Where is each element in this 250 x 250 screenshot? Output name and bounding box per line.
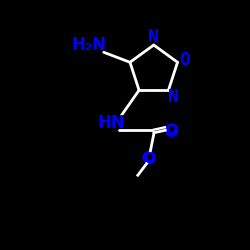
Text: H₂N: H₂N: [71, 36, 106, 54]
Text: HN: HN: [98, 114, 126, 132]
Text: N: N: [148, 28, 159, 46]
Text: N: N: [168, 88, 178, 106]
Text: O: O: [143, 151, 155, 165]
Text: O: O: [166, 123, 177, 137]
Text: O: O: [179, 51, 190, 69]
